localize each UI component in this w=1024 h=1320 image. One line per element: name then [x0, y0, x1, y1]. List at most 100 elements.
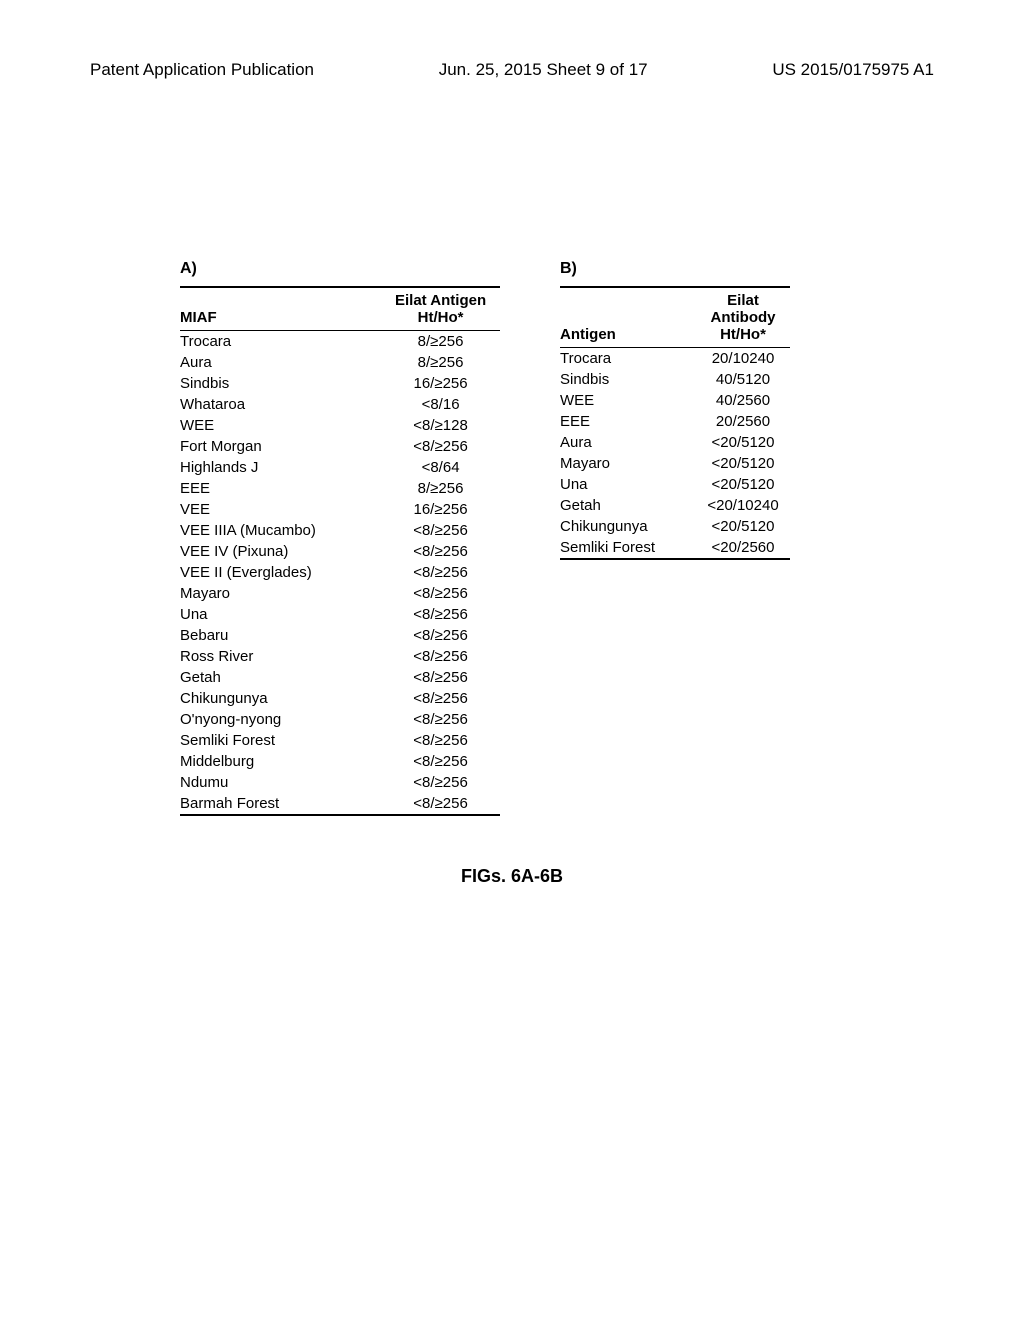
table-a: MIAF Eilat Antigen Ht/Ho* Trocara8/≥256A…: [180, 286, 500, 816]
miaf-cell: EEE: [180, 478, 367, 499]
miaf-cell: Chikungunya: [180, 688, 367, 709]
header-center: Jun. 25, 2015 Sheet 9 of 17: [439, 60, 648, 80]
antigen-value-cell: <8/≥256: [367, 688, 500, 709]
table-row: VEE IIIA (Mucambo)<8/≥256: [180, 520, 500, 541]
antibody-value-cell: 20/10240: [682, 348, 790, 370]
page-header: Patent Application Publication Jun. 25, …: [80, 60, 944, 80]
table-row: Semliki Forest<20/2560: [560, 537, 790, 559]
antigen-value-cell: <8/≥256: [367, 520, 500, 541]
antigen-value-cell: <8/64: [367, 457, 500, 478]
miaf-cell: Aura: [180, 352, 367, 373]
table-b-block: B) Antigen Eilat Antibody Ht/Ho* Troc: [560, 260, 790, 816]
table-row: VEE II (Everglades)<8/≥256: [180, 562, 500, 583]
antibody-value-cell: 20/2560: [682, 411, 790, 432]
antigen-cell: WEE: [560, 390, 682, 411]
table-row: O'nyong-nyong<8/≥256: [180, 709, 500, 730]
table-b-col2-header: Eilat Antibody Ht/Ho*: [682, 287, 790, 348]
table-b-label: B): [560, 260, 790, 278]
antigen-cell: Semliki Forest: [560, 537, 682, 559]
miaf-cell: Whataroa: [180, 394, 367, 415]
antigen-value-cell: 8/≥256: [367, 352, 500, 373]
figure-caption: FIGs. 6A-6B: [80, 866, 944, 887]
table-row: Trocara20/10240: [560, 348, 790, 370]
antigen-value-cell: 16/≥256: [367, 499, 500, 520]
antigen-value-cell: <8/≥256: [367, 541, 500, 562]
table-row: Semliki Forest<8/≥256: [180, 730, 500, 751]
table-row: EEE20/2560: [560, 411, 790, 432]
table-row: Ndumu<8/≥256: [180, 772, 500, 793]
antigen-cell: Mayaro: [560, 453, 682, 474]
antibody-value-cell: <20/5120: [682, 453, 790, 474]
antigen-value-cell: <8/≥256: [367, 772, 500, 793]
table-row: Trocara8/≥256: [180, 331, 500, 353]
table-row: Ross River<8/≥256: [180, 646, 500, 667]
table-row: EEE8/≥256: [180, 478, 500, 499]
antigen-value-cell: <8/≥256: [367, 730, 500, 751]
antigen-cell: Trocara: [560, 348, 682, 370]
table-row: VEE IV (Pixuna)<8/≥256: [180, 541, 500, 562]
table-a-label: A): [180, 260, 500, 278]
table-row: Una<8/≥256: [180, 604, 500, 625]
antigen-value-cell: <8/≥128: [367, 415, 500, 436]
miaf-cell: VEE IIIA (Mucambo): [180, 520, 367, 541]
antigen-value-cell: <8/≥256: [367, 793, 500, 815]
table-row: Middelburg<8/≥256: [180, 751, 500, 772]
table-row: Sindbis40/5120: [560, 369, 790, 390]
antigen-value-cell: <8/≥256: [367, 646, 500, 667]
miaf-cell: Ross River: [180, 646, 367, 667]
page-container: Patent Application Publication Jun. 25, …: [0, 0, 1024, 1320]
table-row: Getah<8/≥256: [180, 667, 500, 688]
miaf-cell: Mayaro: [180, 583, 367, 604]
antigen-cell: Sindbis: [560, 369, 682, 390]
table-row: Fort Morgan<8/≥256: [180, 436, 500, 457]
antibody-value-cell: <20/10240: [682, 495, 790, 516]
table-b-col1-header: Antigen: [560, 287, 682, 348]
table-row: Chikungunya<20/5120: [560, 516, 790, 537]
table-a-col1-header: MIAF: [180, 287, 367, 331]
miaf-cell: VEE: [180, 499, 367, 520]
tables-row: A) MIAF Eilat Antigen Ht/Ho* Trocara8/≥2…: [80, 260, 944, 816]
antigen-value-cell: <8/≥256: [367, 625, 500, 646]
antigen-cell: Chikungunya: [560, 516, 682, 537]
antibody-value-cell: <20/5120: [682, 474, 790, 495]
table-row: Aura<20/5120: [560, 432, 790, 453]
table-row: Aura8/≥256: [180, 352, 500, 373]
miaf-cell: VEE II (Everglades): [180, 562, 367, 583]
antigen-cell: Una: [560, 474, 682, 495]
miaf-cell: Barmah Forest: [180, 793, 367, 815]
table-row: Mayaro<20/5120: [560, 453, 790, 474]
antigen-value-cell: <8/≥256: [367, 751, 500, 772]
antigen-value-cell: <8/16: [367, 394, 500, 415]
miaf-cell: O'nyong-nyong: [180, 709, 367, 730]
antigen-cell: Getah: [560, 495, 682, 516]
miaf-cell: Middelburg: [180, 751, 367, 772]
antigen-value-cell: <8/≥256: [367, 436, 500, 457]
antigen-cell: Aura: [560, 432, 682, 453]
antigen-value-cell: <8/≥256: [367, 562, 500, 583]
antigen-value-cell: 16/≥256: [367, 373, 500, 394]
antigen-value-cell: <8/≥256: [367, 604, 500, 625]
miaf-cell: Una: [180, 604, 367, 625]
antibody-value-cell: <20/2560: [682, 537, 790, 559]
miaf-cell: Bebaru: [180, 625, 367, 646]
antigen-value-cell: <8/≥256: [367, 667, 500, 688]
table-row: Getah<20/10240: [560, 495, 790, 516]
table-row: VEE16/≥256: [180, 499, 500, 520]
table-a-block: A) MIAF Eilat Antigen Ht/Ho* Trocara8/≥2…: [180, 260, 500, 816]
table-a-col2-header: Eilat Antigen Ht/Ho*: [367, 287, 500, 331]
miaf-cell: Highlands J: [180, 457, 367, 478]
header-right: US 2015/0175975 A1: [772, 60, 934, 80]
miaf-cell: WEE: [180, 415, 367, 436]
antigen-value-cell: <8/≥256: [367, 583, 500, 604]
antigen-cell: EEE: [560, 411, 682, 432]
table-row: Chikungunya<8/≥256: [180, 688, 500, 709]
table-row: WEE<8/≥128: [180, 415, 500, 436]
antigen-value-cell: 8/≥256: [367, 478, 500, 499]
antibody-value-cell: 40/5120: [682, 369, 790, 390]
table-b: Antigen Eilat Antibody Ht/Ho* Trocara20/…: [560, 286, 790, 560]
miaf-cell: VEE IV (Pixuna): [180, 541, 367, 562]
antibody-value-cell: 40/2560: [682, 390, 790, 411]
table-row: Highlands J<8/64: [180, 457, 500, 478]
miaf-cell: Ndumu: [180, 772, 367, 793]
antibody-value-cell: <20/5120: [682, 432, 790, 453]
